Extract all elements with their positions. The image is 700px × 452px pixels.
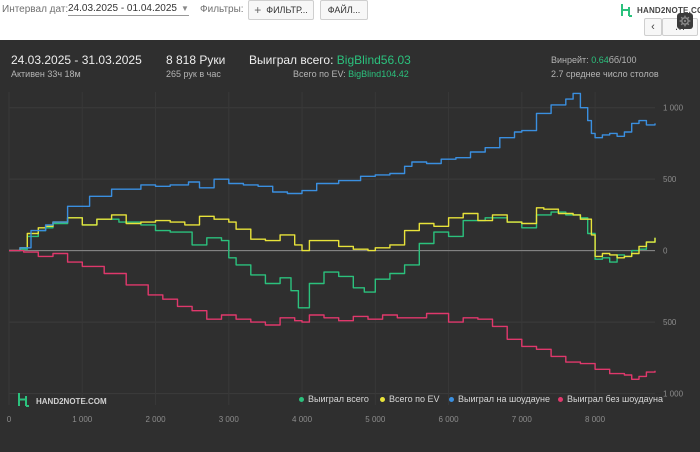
series-line xyxy=(9,207,656,259)
chevron-down-icon: ▼ xyxy=(180,4,189,13)
x-tick-label: 7 000 xyxy=(512,415,533,424)
ev-total-value: BigBlind104.42 xyxy=(348,69,409,79)
x-tick-label: 5 000 xyxy=(365,415,386,424)
ev-total-label: Всего по EV: xyxy=(293,69,346,79)
ev-total: Всего по EV: BigBlind104.42 xyxy=(293,69,409,79)
x-tick-label: 6 000 xyxy=(439,415,460,424)
active-time-text: Активен 33ч 18м xyxy=(11,69,81,79)
legend-label: Выиграл всего xyxy=(308,394,369,404)
series-line xyxy=(9,211,656,309)
series-line xyxy=(9,92,656,252)
plus-icon: + xyxy=(254,3,262,17)
nav-back-button[interactable]: ‹ xyxy=(644,18,662,36)
watermark-logo: HAND2NOTE.COM xyxy=(18,393,107,407)
gear-icon xyxy=(679,15,691,27)
date-range-value: 24.03.2025 - 01.04.2025 xyxy=(68,3,177,14)
chevron-left-icon: ‹ xyxy=(651,21,655,33)
legend-item-won-total[interactable]: Выиграл всего xyxy=(299,394,369,404)
brand-name: HAND2NOTE.COM xyxy=(637,5,700,15)
y-tick-label: 500 xyxy=(663,175,677,184)
won-total-label: Выиграл всего: xyxy=(249,53,334,67)
winrate-value: 0.64 xyxy=(591,55,609,65)
hands-per-hour: 265 рук в час xyxy=(166,69,221,79)
legend-swatch xyxy=(558,396,563,402)
period-text: 24.03.2025 - 31.03.2025 xyxy=(11,53,142,67)
won-total-value: BigBlind56.03 xyxy=(336,53,411,67)
legend-label: Всего по EV xyxy=(389,394,440,404)
y-tick-label: 0 xyxy=(663,247,668,256)
h2n-logo-icon xyxy=(18,393,29,407)
brand-logo: HAND2NOTE.COM xyxy=(620,3,700,17)
legend-label: Выиграл без шоудауна xyxy=(567,394,663,404)
legend-swatch xyxy=(299,396,304,402)
h2n-logo-icon xyxy=(621,4,632,17)
won-total: Выиграл всего: BigBlind56.03 xyxy=(249,53,411,67)
filter-button[interactable]: + ФИЛЬТР... xyxy=(248,0,314,20)
filters-label: Фильтры: xyxy=(200,4,244,15)
y-tick-label: 1 000 xyxy=(663,104,684,113)
files-button-label: ФАЙЛ... xyxy=(327,5,361,15)
x-tick-label: 8 000 xyxy=(585,415,606,424)
date-range-label: Интервал дат: xyxy=(2,4,69,15)
filter-button-label: ФИЛЬТР... xyxy=(266,5,308,15)
series-line xyxy=(9,249,656,380)
y-tick-label: 1 000 xyxy=(663,390,684,399)
x-tick-label: 2 000 xyxy=(146,415,167,424)
winrate: Винрейт: 0.64бб/100 xyxy=(551,55,637,65)
results-chart: 0 1 000 2 000 3 000 4 000 5 000 6 000 7 000 8 00… xyxy=(7,92,684,424)
legend-swatch xyxy=(449,396,454,402)
x-tick-label: 1 000 xyxy=(72,415,93,424)
legend-item-non-showdown[interactable]: Выиграл без шоудауна xyxy=(558,394,663,404)
files-button[interactable]: ФАЙЛ... xyxy=(320,0,368,20)
toolbar: Интервал дат: 24.03.2025 - 01.04.2025 ▼ Ф… xyxy=(0,0,700,40)
hands-count: 8 818 Руки xyxy=(166,53,226,67)
winrate-label: Винрейт: xyxy=(551,55,589,65)
legend-swatch xyxy=(380,396,385,402)
x-tick-label: 0 xyxy=(7,415,12,424)
legend-item-showdown[interactable]: Выиграл на шоудауне xyxy=(449,394,550,404)
legend-label: Выиграл на шоудауне xyxy=(458,394,550,404)
x-tick-label: 3 000 xyxy=(219,415,240,424)
settings-button[interactable] xyxy=(677,13,693,29)
x-tick-label: 4 000 xyxy=(292,415,313,424)
avg-tables: 2.7 среднее число столов xyxy=(551,69,659,79)
watermark-text: HAND2NOTE.COM xyxy=(36,397,107,406)
date-range-select[interactable]: 24.03.2025 - 01.04.2025 ▼ xyxy=(68,3,189,16)
y-tick-label: 500 xyxy=(663,318,677,327)
winrate-unit: бб/100 xyxy=(608,55,637,65)
legend-item-ev[interactable]: Всего по EV xyxy=(380,394,439,404)
